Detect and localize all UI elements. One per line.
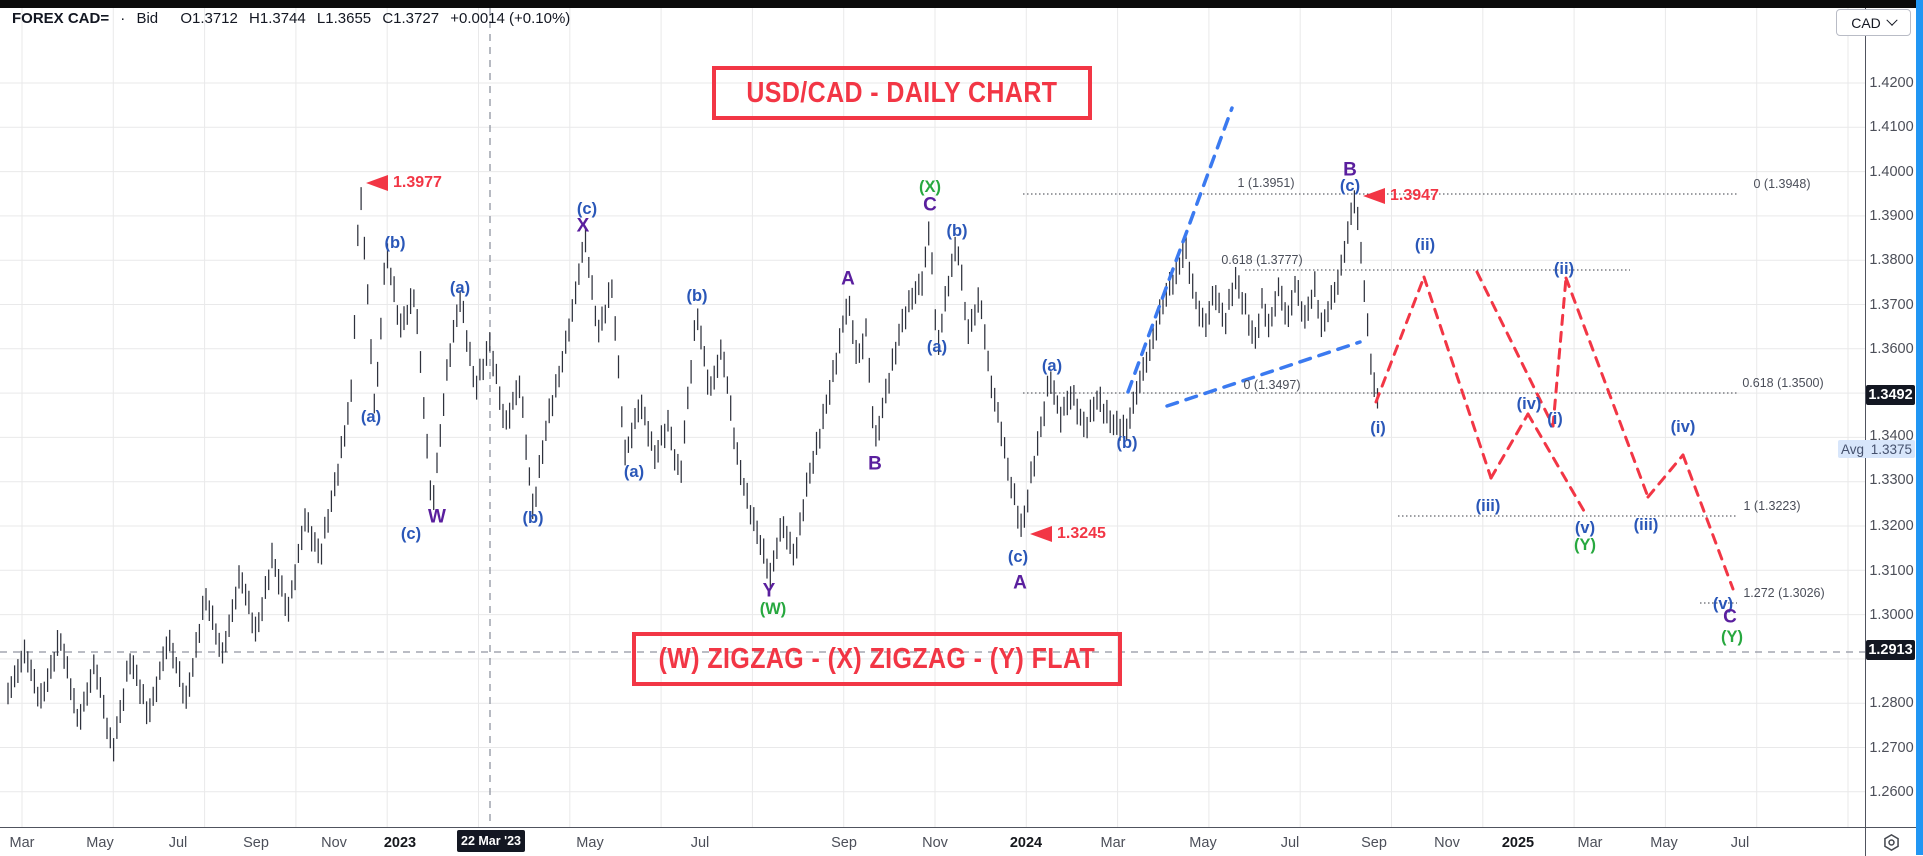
- price-axis[interactable]: 1.4200 1.4100 1.4000 1.3900 1.3800 1.3700 1.36…: [1865, 8, 1917, 827]
- avg-price-badge: Avg 1.3375: [1838, 440, 1915, 458]
- low-value: L1.3655: [316, 10, 372, 27]
- time-year-label: 2025: [1501, 835, 1535, 851]
- price-arrow-icon: [1363, 188, 1385, 204]
- time-month-label: May: [1650, 835, 1678, 851]
- gear-icon[interactable]: [1882, 833, 1901, 852]
- time-month-label: Sep: [1361, 835, 1387, 851]
- axis-settings-corner[interactable]: [1865, 827, 1917, 856]
- last-price-badge: 1.3492: [1866, 385, 1915, 405]
- avg-value: 1.3375: [1870, 441, 1912, 457]
- projection-red-dashed: [1681, 453, 1735, 591]
- projection-red-dashed: [1422, 275, 1493, 480]
- time-month-label: Sep: [831, 835, 857, 851]
- time-month-label: May: [1189, 835, 1217, 851]
- price-tick-label: 1.3700: [1869, 297, 1914, 313]
- projection-red-dashed: [1551, 276, 1568, 428]
- projection-red-dashed: [1374, 275, 1426, 404]
- price-tick-label: 1.2800: [1869, 695, 1914, 711]
- open-value: O1.3712: [180, 10, 238, 27]
- price-tick-label: 1.4000: [1869, 164, 1914, 180]
- time-month-label: Jul: [168, 835, 188, 851]
- time-month-label: Jul: [690, 835, 710, 851]
- projection-red-dashed: [1564, 276, 1650, 499]
- price-tick-label: 1.3100: [1869, 563, 1914, 579]
- time-month-label: Mar: [1100, 835, 1126, 851]
- time-month-label: Jul: [1280, 835, 1300, 851]
- trendline-blue-dashed: [1126, 106, 1234, 394]
- time-year-label: 2023: [383, 835, 417, 851]
- price-tick-label: 1.4200: [1869, 75, 1914, 91]
- price-tick-label: 1.3900: [1869, 208, 1914, 224]
- time-month-label: Nov: [1434, 835, 1460, 851]
- projection-red-dashed: [1646, 453, 1685, 499]
- projection-red-dashed: [1526, 412, 1586, 513]
- currency-label: CAD: [1851, 14, 1881, 31]
- price-arrow-icon: [1030, 526, 1052, 542]
- time-month-label: Nov: [922, 835, 948, 851]
- change-value: +0.0014 (+0.10%): [450, 10, 571, 27]
- high-value: H1.3744: [249, 10, 306, 27]
- price-tick-label: 1.3800: [1869, 252, 1914, 268]
- price-tick-label: 1.2700: [1869, 740, 1914, 756]
- time-month-label: Mar: [9, 835, 35, 851]
- time-year-label: 2024: [1009, 835, 1043, 851]
- price-tick-label: 1.2600: [1869, 784, 1914, 800]
- window-top-edge: [0, 0, 1923, 8]
- projection-red-dashed: [1475, 270, 1555, 428]
- title-annotation-text: USD/CAD - DAILY CHART: [746, 76, 1058, 109]
- trendline-blue-dashed: [1165, 340, 1362, 408]
- avg-prefix: Avg: [1841, 441, 1865, 457]
- price-arrow-icon: [366, 175, 388, 191]
- date-crosshair-badge: 22 Mar '23: [457, 830, 525, 852]
- level-price-badge: 1.2913: [1866, 640, 1915, 660]
- symbol-legend[interactable]: FOREX CAD= · Bid O1.3712 H1.3744 L1.3655…: [12, 10, 577, 27]
- time-axis[interactable]: Mar May Jul Sep Nov 2023 May Jul Sep Nov 2024 Mar Ma…: [0, 827, 1865, 856]
- pattern-annotation-box[interactable]: (W) ZIGZAG - (X) ZIGZAG - (Y) FLAT: [632, 632, 1122, 686]
- pattern-annotation-text: (W) ZIGZAG - (X) ZIGZAG - (Y) FLAT: [658, 642, 1096, 675]
- price-tick-label: 1.3300: [1869, 472, 1914, 488]
- price-tick-label: 1.3000: [1869, 607, 1914, 623]
- time-month-label: Mar: [1577, 835, 1603, 851]
- price-tick-label: 1.3200: [1869, 518, 1914, 534]
- time-month-label: Nov: [321, 835, 347, 851]
- projection-red-dashed: [1489, 412, 1530, 480]
- window-right-edge: [1916, 0, 1923, 855]
- price-tick-label: 1.4100: [1869, 119, 1914, 135]
- series-type: Bid: [136, 10, 159, 27]
- close-value: C1.3727: [382, 10, 440, 27]
- symbol-name: FOREX CAD=: [12, 10, 110, 27]
- time-month-label: May: [86, 835, 114, 851]
- chevron-down-icon: [1886, 14, 1898, 26]
- title-annotation-box[interactable]: USD/CAD - DAILY CHART: [712, 66, 1092, 120]
- price-tick-label: 1.3600: [1869, 341, 1914, 357]
- legend-dot: ·: [120, 10, 126, 27]
- time-month-label: Jul: [1730, 835, 1750, 851]
- time-month-label: Sep: [243, 835, 269, 851]
- currency-selector-button[interactable]: CAD: [1836, 9, 1911, 36]
- time-month-label: May: [576, 835, 604, 851]
